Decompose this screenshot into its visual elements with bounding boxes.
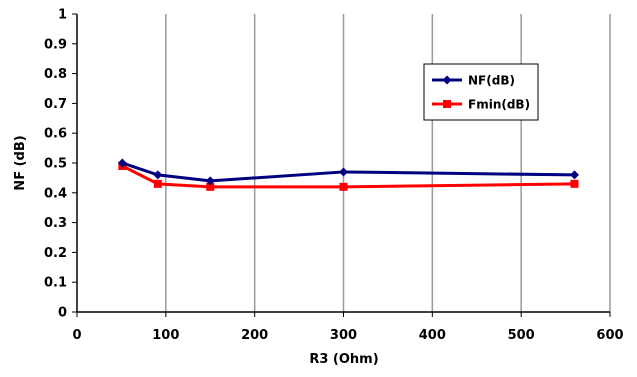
x-axis-title: R3 (Ohm) [309,352,378,367]
data-point-fmin-db [153,179,162,188]
legend-marker-fmin-db [443,100,451,108]
y-axis-title: NF (dB) [13,135,28,190]
legend-marker-nf-db [442,75,452,85]
x-tick-label: 400 [419,328,446,343]
x-tick-label: 500 [508,328,535,343]
data-point-nf-db [153,170,163,180]
axes [72,13,611,317]
legend-box [423,63,539,121]
x-tick-label: 0 [72,328,81,343]
data-point-nf-db [339,167,348,177]
y-tick-label: 0.5 [44,157,67,172]
y-tick-label: 0 [58,306,67,321]
y-tick-label: 0.7 [44,97,67,112]
data-point-nf-db [569,170,579,180]
legend: NF(dB) Fmin(dB) [423,63,539,121]
legend-label-nf-db: NF(dB) [468,74,515,88]
y-tick-labels: 0 0.1 0.2 0.3 0.4 0.5 0.6 0.7 0.8 0.9 1 [44,8,67,321]
y-tick-label: 0.6 [44,127,67,142]
y-tick-label: 0.8 [44,67,67,82]
x-tick-label: 600 [596,328,623,343]
y-tick-label: 0.1 [44,276,67,291]
x-tick-labels: 0 100 200 300 400 500 600 [72,328,623,343]
series-nf-db [117,158,579,186]
y-tick-label: 0.2 [44,246,67,261]
data-point-fmin-db [339,182,348,191]
data-point-fmin-db [206,182,215,191]
y-tick-label: 0.9 [44,37,67,52]
x-tick-label: 100 [152,328,179,343]
y-tick-label: 1 [58,8,67,23]
y-tick-label: 0.3 [44,216,67,231]
data-point-nf-db [205,176,215,186]
y-tick-label: 0.4 [44,186,67,201]
data-point-nf-db [117,158,127,168]
x-tick-label: 300 [330,328,357,343]
legend-label-fmin-db: Fmin(dB) [468,98,530,112]
x-tick-label: 200 [241,328,268,343]
data-point-fmin-db [570,179,579,188]
series-group [117,158,579,191]
